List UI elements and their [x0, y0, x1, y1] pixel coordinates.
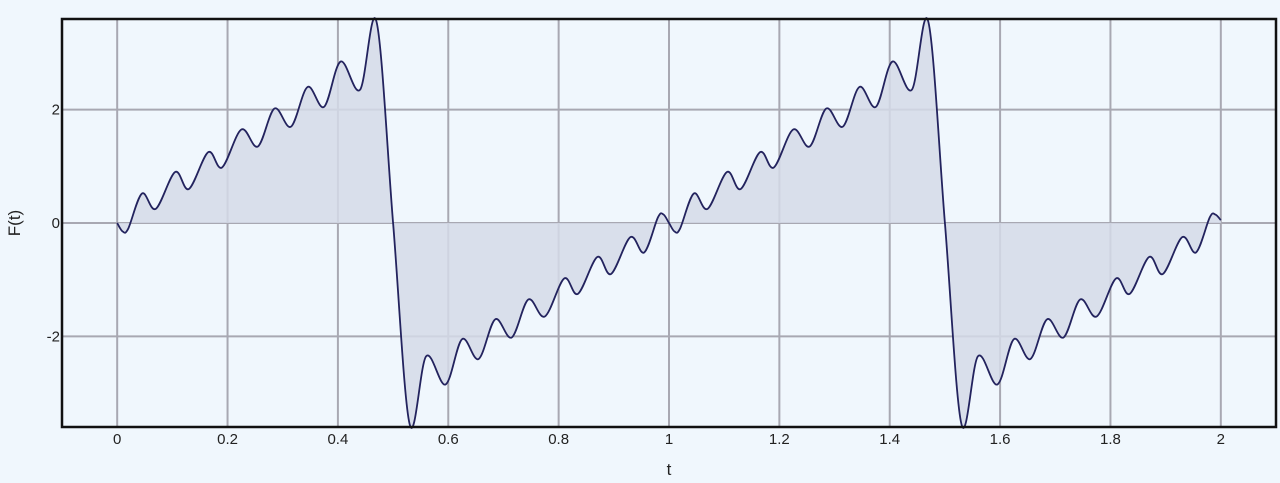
x-tick-label: 0.8 — [548, 431, 569, 448]
x-tick-label: 1.8 — [1100, 431, 1121, 448]
x-tick-label: 1.6 — [990, 431, 1011, 448]
y-tick-label: 2 — [52, 102, 60, 119]
x-tick-label: 1.4 — [879, 431, 900, 448]
y-tick-label: -2 — [47, 328, 60, 345]
line-layer — [116, 17, 1222, 429]
x-tick-label: 0.2 — [217, 431, 238, 448]
x-tick-label: 1.2 — [769, 431, 790, 448]
x-tick-label: 0.6 — [438, 431, 459, 448]
x-axis-label: t — [667, 460, 672, 479]
y-tick-label: 0 — [52, 215, 60, 232]
x-tick-label: 0 — [113, 431, 121, 448]
plot-frame — [60, 17, 1278, 429]
series-line — [116, 17, 1222, 429]
x-tick-labels: 0 0.2 0.4 0.6 0.8 1 1.2 1.4 1.6 1.8 2 — [113, 431, 1225, 448]
x-tick-label: 2 — [1217, 431, 1225, 448]
y-axis-label: F(t) — [5, 210, 24, 236]
x-tick-label: 0.4 — [327, 431, 348, 448]
y-tick-labels: -2 0 2 — [47, 102, 60, 346]
x-tick-label: 1 — [665, 431, 673, 448]
